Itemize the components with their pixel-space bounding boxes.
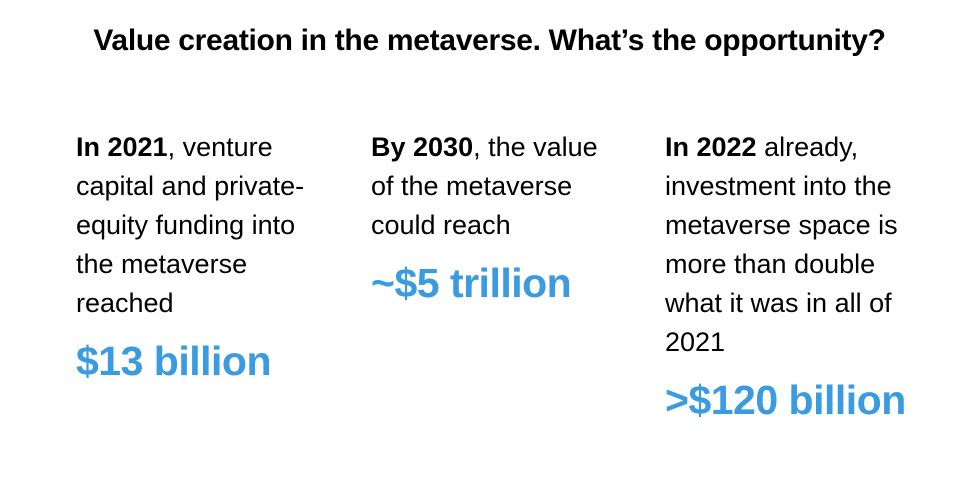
stat-column-2030: By 2030, the value of the metaverse could … bbox=[371, 128, 641, 307]
stat-line: investment into the bbox=[665, 171, 892, 201]
stat-description: By 2030, the value of the metaverse could … bbox=[371, 128, 641, 245]
stat-line: the metaverse bbox=[76, 249, 248, 279]
stat-value: ~$5 trillion bbox=[371, 260, 572, 306]
stat-description: In 2022 already, investment into the metav… bbox=[665, 128, 955, 362]
stat-line: already, bbox=[756, 132, 859, 162]
stat-line: , venture bbox=[167, 132, 273, 162]
stat-lead: By 2030 bbox=[371, 132, 474, 162]
stat-line: equity funding into bbox=[76, 210, 296, 240]
stat-line: , the value bbox=[473, 132, 598, 162]
stat-column-2022: In 2022 already, investment into the metav… bbox=[665, 128, 955, 424]
stat-column-2021: In 2021, venture capital and private-equi… bbox=[76, 128, 346, 385]
stat-line: reached bbox=[76, 288, 174, 318]
stat-line: more than double bbox=[665, 249, 876, 279]
stat-line: could reach bbox=[371, 210, 511, 240]
stat-description: In 2021, venture capital and private-equi… bbox=[76, 128, 346, 323]
stat-value: $13 billion bbox=[76, 338, 272, 384]
stat-line: metaverse space is bbox=[665, 210, 898, 240]
stat-lead: In 2021 bbox=[76, 132, 168, 162]
slide-title: Value creation in the metaverse. What’s … bbox=[93, 24, 886, 57]
stat-lead: In 2022 bbox=[665, 132, 757, 162]
stat-line: 2021 bbox=[665, 327, 726, 357]
stat-line: what it was in all of bbox=[665, 288, 892, 318]
stat-line: capital and private- bbox=[76, 171, 305, 201]
stat-line: of the metaverse bbox=[371, 171, 573, 201]
stat-value: >$120 billion bbox=[665, 377, 906, 423]
